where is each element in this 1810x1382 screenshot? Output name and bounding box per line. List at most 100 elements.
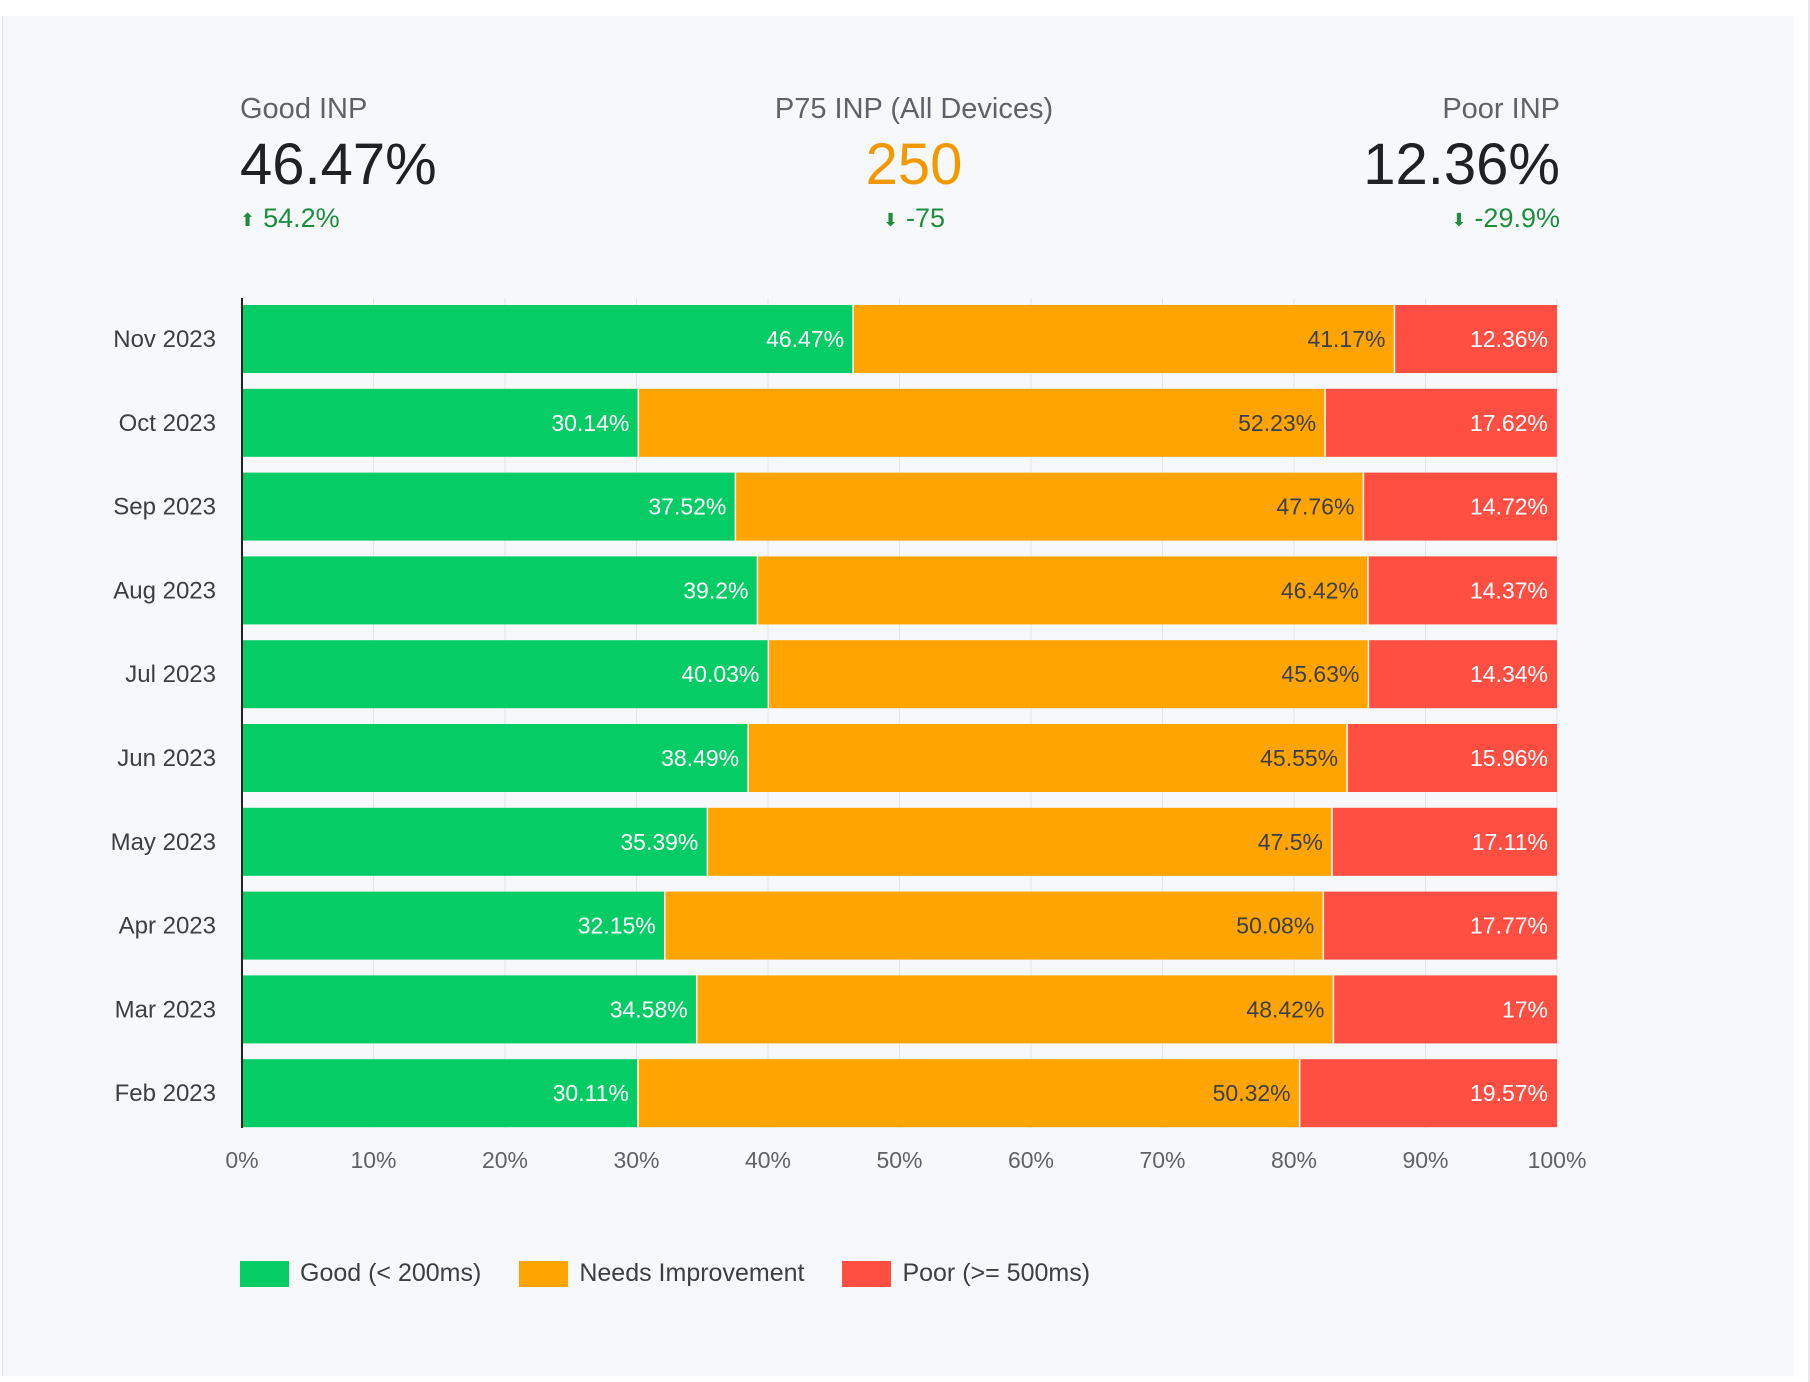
category-label: Feb 2023 xyxy=(115,1080,216,1107)
data-label: 50.32% xyxy=(1213,1080,1291,1106)
kpi-p75-label: P75 INP (All Devices) xyxy=(774,93,1054,125)
bar-segment xyxy=(1367,556,1557,625)
category-label: Apr 2023 xyxy=(119,913,216,940)
x-tick-label: 100% xyxy=(1528,1147,1587,1173)
arrow-up-icon: ⬆ xyxy=(240,210,256,230)
bar-segment xyxy=(664,891,1324,960)
data-label: 47.5% xyxy=(1258,829,1323,855)
bar-segment xyxy=(242,724,749,792)
kpi-poor-delta-value: -29.9% xyxy=(1474,203,1560,233)
bar-segment xyxy=(1368,640,1557,709)
category-label: Nov 2023 xyxy=(113,326,216,353)
x-tick-label: 50% xyxy=(876,1147,922,1173)
category-label: May 2023 xyxy=(111,829,216,856)
bar-segment xyxy=(242,640,769,709)
kpi-poor-label: Poor INP xyxy=(1442,93,1560,125)
data-label: 17.11% xyxy=(1472,829,1548,855)
category-label: Sep 2023 xyxy=(113,494,216,521)
bar-segment xyxy=(637,1059,1300,1128)
window-edge xyxy=(1808,0,1810,1382)
kpi-poor-value: 12.36% xyxy=(1363,132,1560,197)
category-label: Jul 2023 xyxy=(125,661,216,688)
data-label: 41.17% xyxy=(1307,326,1385,352)
x-tick-label: 60% xyxy=(1008,1147,1054,1173)
data-label: 35.39% xyxy=(620,829,698,855)
x-tick-label: 20% xyxy=(482,1147,528,1173)
data-label: 30.14% xyxy=(551,410,629,436)
data-label: 38.49% xyxy=(661,745,739,771)
kpi-p75-inp: P75 INP (All Devices) 250 ⬇ -75 xyxy=(686,92,1142,236)
bar-segment xyxy=(1347,724,1557,792)
data-label: 46.47% xyxy=(766,326,844,352)
kpi-poor-delta: ⬇ -29.9% xyxy=(1363,202,1560,236)
bar-segment xyxy=(1363,472,1557,541)
arrow-down-icon: ⬇ xyxy=(882,210,899,230)
data-label: 46.42% xyxy=(1281,577,1359,603)
data-label: 19.57% xyxy=(1470,1080,1548,1106)
bar-segment xyxy=(1325,388,1557,457)
data-label: 50.08% xyxy=(1236,913,1314,939)
data-label: 14.37% xyxy=(1470,577,1548,603)
bar-segment xyxy=(242,1059,638,1128)
kpi-good-inp: Good INP 46.47% ⬆ 54.2% xyxy=(240,92,437,236)
x-tick-label: 40% xyxy=(745,1147,791,1173)
kpi-p75-delta: ⬇ -75 xyxy=(686,202,1142,236)
bar-segment xyxy=(757,556,1368,625)
bar-segment xyxy=(242,305,854,373)
bar-segment xyxy=(735,472,1364,541)
data-label: 48.42% xyxy=(1246,996,1324,1022)
data-label: 45.63% xyxy=(1281,661,1359,687)
bar-segment xyxy=(242,975,697,1044)
data-label: 17.62% xyxy=(1470,410,1548,436)
x-tick-label: 90% xyxy=(1402,1147,1448,1173)
legend-swatch-poor xyxy=(842,1260,892,1287)
bar-segment xyxy=(242,891,665,960)
bar-segment xyxy=(242,388,639,457)
kpi-p75-value: 250 xyxy=(865,132,963,197)
bar-segment xyxy=(242,807,708,876)
category-label: Aug 2023 xyxy=(113,577,216,604)
data-label: 47.76% xyxy=(1276,494,1354,520)
legend-swatch-needs-improvement xyxy=(519,1260,569,1287)
kpi-good-delta-value: 54.2% xyxy=(263,203,340,233)
legend-swatch-good xyxy=(240,1260,289,1287)
kpi-good-label: Good INP xyxy=(240,93,368,125)
legend-label-poor: Poor (>= 500ms) xyxy=(902,1259,1091,1287)
bar-segment xyxy=(707,807,1333,876)
bar-segment xyxy=(638,388,1326,457)
data-label: 39.2% xyxy=(683,577,748,603)
bar-segment xyxy=(696,975,1334,1044)
data-label: 15.96% xyxy=(1470,745,1548,771)
x-tick-label: 70% xyxy=(1139,1147,1185,1173)
data-label: 32.15% xyxy=(578,913,656,939)
bar-segment xyxy=(1332,807,1557,876)
data-label: 45.55% xyxy=(1260,745,1338,771)
bar-segment xyxy=(768,640,1369,709)
data-label: 37.52% xyxy=(648,494,726,520)
data-label: 17.77% xyxy=(1470,913,1548,939)
category-label: Mar 2023 xyxy=(115,996,216,1023)
bar-segment xyxy=(1323,891,1557,960)
data-label: 14.72% xyxy=(1470,494,1548,520)
x-tick-label: 0% xyxy=(225,1147,258,1173)
data-label: 30.11% xyxy=(553,1080,629,1106)
arrow-down-icon: ⬇ xyxy=(1451,210,1467,230)
kpi-poor-inp: Poor INP 12.36% ⬇ -29.9% xyxy=(1363,92,1560,236)
data-label: 14.34% xyxy=(1470,661,1548,687)
legend-item-good[interactable]: Good (< 200ms) xyxy=(240,1259,481,1288)
bar-segment xyxy=(1333,975,1557,1044)
category-label: Jun 2023 xyxy=(117,745,216,772)
legend-item-poor[interactable]: Poor (>= 500ms) xyxy=(842,1259,1090,1288)
legend-label-needs-improvement: Needs Improvement xyxy=(579,1259,805,1287)
bar-segment xyxy=(242,556,758,625)
bar-segment xyxy=(1299,1059,1557,1128)
bar-segment xyxy=(242,472,736,541)
bar-segment xyxy=(1394,305,1557,373)
bar-segment xyxy=(748,724,1348,792)
legend-item-needs-improvement[interactable]: Needs Improvement xyxy=(519,1259,804,1288)
kpi-p75-delta-value: -75 xyxy=(906,203,946,233)
kpi-good-delta: ⬆ 54.2% xyxy=(240,202,437,236)
data-label: 52.23% xyxy=(1238,410,1316,436)
legend-label-good: Good (< 200ms) xyxy=(300,1259,482,1287)
